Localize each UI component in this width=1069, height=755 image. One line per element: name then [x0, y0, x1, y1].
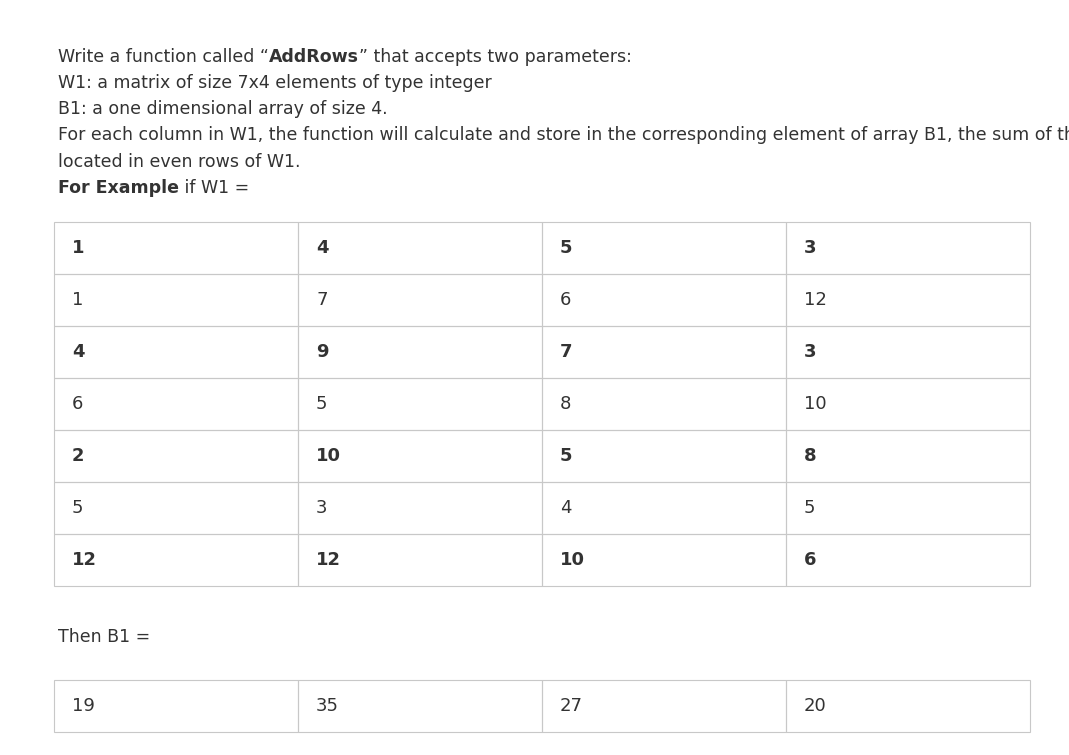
Bar	[298, 534, 542, 586]
Text: 5: 5	[316, 395, 327, 413]
Text: B1: a one dimensional array of size 4.: B1: a one dimensional array of size 4.	[58, 100, 388, 118]
Bar	[55, 482, 298, 534]
Text: 1: 1	[72, 239, 84, 257]
Text: 4: 4	[72, 343, 84, 361]
Text: 5: 5	[804, 499, 816, 517]
Bar	[298, 274, 542, 326]
Bar	[786, 482, 1031, 534]
Text: 3: 3	[804, 239, 817, 257]
Bar	[55, 534, 298, 586]
Text: 9: 9	[316, 343, 328, 361]
Bar	[542, 680, 786, 732]
Bar	[542, 274, 786, 326]
Text: 1: 1	[72, 291, 83, 309]
Text: For Example: For Example	[58, 179, 179, 197]
Text: 7: 7	[316, 291, 327, 309]
Bar	[542, 378, 786, 430]
Text: W1: a matrix of size 7x4 elements of type integer: W1: a matrix of size 7x4 elements of typ…	[58, 74, 492, 92]
Text: 3: 3	[316, 499, 327, 517]
Bar	[786, 222, 1031, 274]
Bar	[786, 430, 1031, 482]
Text: 4: 4	[560, 499, 572, 517]
Text: For each column in W1, the function will calculate and store in the correspondin: For each column in W1, the function will…	[58, 126, 1069, 144]
Text: ” that accepts two parameters:: ” that accepts two parameters:	[359, 48, 632, 66]
Text: 7: 7	[560, 343, 573, 361]
Text: Then B1 =: Then B1 =	[58, 628, 151, 646]
Text: 12: 12	[72, 551, 97, 569]
Bar	[55, 222, 298, 274]
Text: 3: 3	[804, 343, 817, 361]
Bar	[786, 326, 1031, 378]
Text: 20: 20	[804, 697, 826, 715]
Bar	[55, 430, 298, 482]
Bar	[298, 430, 542, 482]
Text: 10: 10	[560, 551, 585, 569]
Bar	[542, 222, 786, 274]
Bar	[298, 680, 542, 732]
Text: if W1 =: if W1 =	[179, 179, 249, 197]
Text: 5: 5	[560, 239, 573, 257]
Bar	[55, 378, 298, 430]
Text: 5: 5	[72, 499, 83, 517]
Bar	[786, 274, 1031, 326]
Text: 8: 8	[560, 395, 571, 413]
Bar	[298, 482, 542, 534]
Bar	[55, 680, 298, 732]
Text: 2: 2	[72, 447, 84, 465]
Text: 12: 12	[316, 551, 341, 569]
Text: 19: 19	[72, 697, 95, 715]
Bar	[542, 326, 786, 378]
Bar	[298, 326, 542, 378]
Bar	[298, 378, 542, 430]
Text: 27: 27	[560, 697, 583, 715]
Text: 35: 35	[316, 697, 339, 715]
Text: 4: 4	[316, 239, 328, 257]
Text: 5: 5	[560, 447, 573, 465]
Text: 12: 12	[804, 291, 827, 309]
Text: 6: 6	[72, 395, 83, 413]
Text: 10: 10	[316, 447, 341, 465]
Bar	[786, 680, 1031, 732]
Bar	[542, 534, 786, 586]
Text: AddRows: AddRows	[269, 48, 359, 66]
Bar	[55, 326, 298, 378]
Bar	[542, 482, 786, 534]
Text: Write a function called “: Write a function called “	[58, 48, 269, 66]
Bar	[55, 274, 298, 326]
Bar	[786, 534, 1031, 586]
Bar	[786, 378, 1031, 430]
Text: 6: 6	[560, 291, 571, 309]
Text: 10: 10	[804, 395, 826, 413]
Text: 8: 8	[804, 447, 817, 465]
Text: 6: 6	[804, 551, 817, 569]
Bar	[542, 430, 786, 482]
Text: located in even rows of W1.: located in even rows of W1.	[58, 153, 300, 171]
Bar	[298, 222, 542, 274]
